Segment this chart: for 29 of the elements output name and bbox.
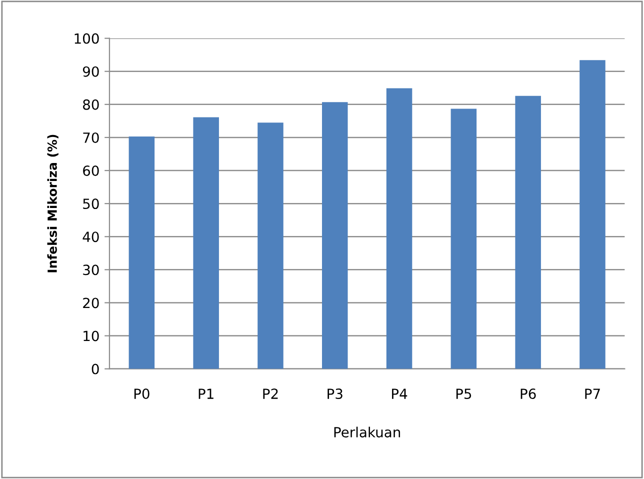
y-tick-label: 50 bbox=[83, 198, 99, 210]
y-tick-label: 70 bbox=[83, 132, 99, 143]
x-tick-label: P3 bbox=[328, 388, 342, 400]
bar bbox=[450, 108, 477, 369]
bar bbox=[386, 88, 412, 369]
bar bbox=[128, 136, 155, 369]
y-tick-label: 10 bbox=[84, 330, 99, 342]
x-tick-label: P2 bbox=[263, 388, 278, 399]
y-tick-label: 60 bbox=[83, 165, 99, 176]
bar bbox=[193, 117, 219, 369]
x-tick-label: P1 bbox=[198, 388, 214, 399]
y-tick-label: 80 bbox=[83, 99, 99, 110]
y-tick-label: 30 bbox=[83, 264, 99, 276]
x-tick-label: P0 bbox=[134, 388, 150, 400]
y-tick-label: 40 bbox=[82, 232, 99, 242]
y-tick-label: 100 bbox=[74, 33, 99, 44]
y-axis-title: Infeksi Mikoriza (%) bbox=[47, 134, 58, 272]
y-tick-label: 0 bbox=[92, 364, 99, 374]
x-tick-label: P4 bbox=[392, 388, 408, 399]
bar bbox=[580, 60, 606, 369]
x-tick-label: P6 bbox=[520, 388, 536, 400]
x-axis-title: Perlakuan bbox=[334, 426, 400, 438]
bar bbox=[258, 122, 284, 369]
bar bbox=[515, 96, 541, 369]
x-tick-label: P7 bbox=[585, 388, 600, 399]
x-tick-label: P5 bbox=[456, 388, 472, 400]
y-tick-label: 20 bbox=[83, 298, 99, 308]
y-tick-label: 90 bbox=[82, 66, 99, 77]
bar bbox=[322, 102, 348, 369]
